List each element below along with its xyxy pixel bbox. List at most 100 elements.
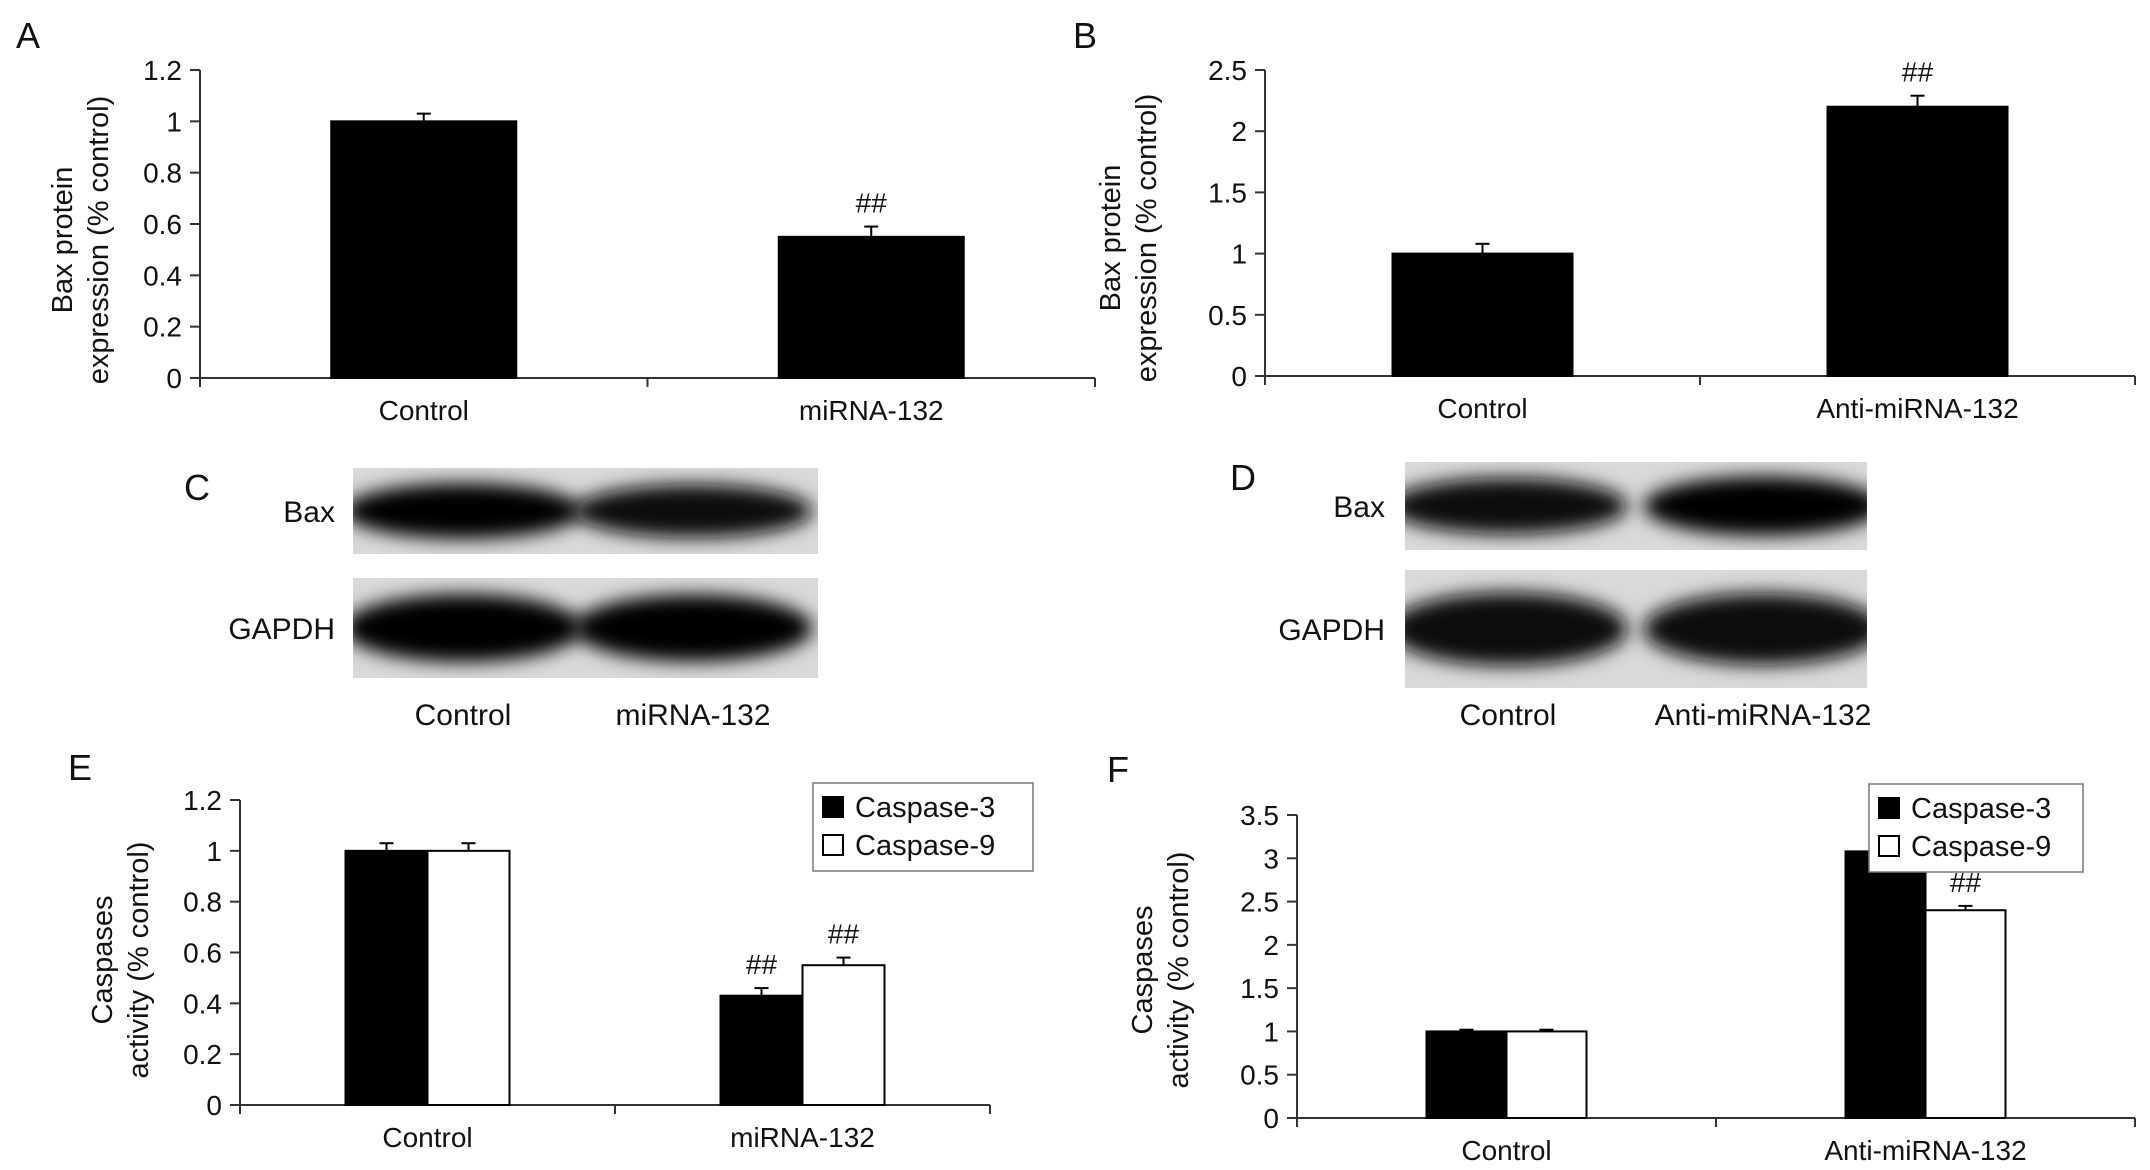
y-tick-label: 1: [1231, 239, 1247, 270]
chart-panel-f: F Caspases activity (% control) 0 0.5 1 1.5 2 2.…: [1107, 749, 2136, 1166]
bar: [1924, 909, 2007, 1119]
blot-panel-d: D Bax GAPDH Control Anti-miRNA-132: [1230, 457, 1872, 732]
panel-letter: F: [1107, 749, 1129, 790]
blot-row-label: GAPDH: [1278, 614, 1385, 647]
panel-letter: B: [1073, 15, 1097, 56]
blot-band: [1405, 477, 1628, 535]
y-tick-label: 0.6: [143, 209, 182, 240]
legend-label: Caspase-9: [855, 830, 995, 862]
y-tick-label: 0.5: [1208, 300, 1247, 331]
legend-swatch: [822, 796, 844, 818]
bar: [719, 994, 804, 1106]
y-tick-label: 3: [1263, 843, 1279, 874]
chart-panel-e: E Caspases activity (% control) 0 0.2 0.4 0.6 0…: [68, 747, 1034, 1153]
blot-band: [353, 483, 583, 539]
significance-mark: ##: [856, 188, 888, 219]
bar: [801, 964, 886, 1106]
y-tick-label: 2.5: [1208, 55, 1247, 86]
x-tick-label: Anti-miRNA-132: [1824, 1135, 2026, 1166]
legend-swatch: [1878, 835, 1900, 857]
blot-lane-label: Control: [1460, 699, 1557, 732]
x-tick-label: Control: [379, 395, 469, 426]
blot-strip: Bax: [1333, 462, 1867, 550]
blot-row-label: Bax: [283, 496, 335, 529]
significance-mark: ##: [828, 919, 860, 950]
panel-letter: E: [68, 747, 92, 788]
y-tick-label: 3.5: [1240, 800, 1279, 831]
bar: [1844, 850, 1927, 1119]
y-tick-label: 1.5: [1240, 973, 1279, 1004]
bar: [344, 849, 429, 1106]
bar: [1826, 105, 2009, 377]
chart-panel-a: A Bax protein expression (% control) 0 0.2 0.…: [16, 15, 1096, 426]
chart-panel-b: B Bax protein expression (% control) 0 0.5 1 1…: [1073, 15, 2136, 424]
y-tick-label: 2.5: [1240, 887, 1279, 918]
blot-band: [1643, 476, 1867, 536]
y-axis-title: Caspases: [87, 896, 119, 1025]
blot-bands: [353, 483, 813, 539]
blot-band: [1405, 592, 1628, 666]
y-tick-label: 1.5: [1208, 177, 1247, 208]
legend-box: [1868, 783, 2084, 873]
y-axis-title: expression (% control): [83, 96, 115, 385]
y-tick-label: 0.5: [1240, 1060, 1279, 1091]
y-tick-label: 0.2: [143, 312, 182, 343]
legend-box: [812, 782, 1034, 872]
bar: [1391, 252, 1574, 378]
legend-label: Caspase-9: [1911, 831, 2051, 863]
y-tick-label: 1: [206, 836, 222, 867]
blot-lane-label: Control: [415, 699, 512, 732]
x-tick-label: Anti-miRNA-132: [1816, 393, 2018, 424]
y-axis-title: Caspases: [1127, 906, 1159, 1035]
y-tick-label: 1: [166, 106, 182, 137]
y-axis-title: Bax protein: [47, 167, 79, 314]
y-tick-label: 2: [1231, 116, 1247, 147]
blot-strip: GAPDH: [228, 578, 818, 678]
x-tick-label: Control: [1437, 393, 1527, 424]
y-tick-label: 0.4: [143, 260, 182, 291]
y-axis-title: expression (% control): [1131, 94, 1163, 383]
y-tick-label: 0: [206, 1090, 222, 1121]
bar: [777, 235, 965, 379]
blot-band: [353, 594, 583, 662]
significance-mark: ##: [1902, 57, 1934, 88]
blot-strip: GAPDH: [1278, 570, 1867, 688]
blot-band: [573, 484, 813, 538]
legend: Caspase-3 Caspase-9: [1868, 783, 2084, 873]
panel-letter: A: [16, 15, 40, 56]
significance-mark: ##: [746, 949, 778, 980]
y-tick-label: 0.8: [183, 887, 222, 918]
y-tick-label: 1: [1263, 1016, 1279, 1047]
panel-letter: C: [184, 467, 210, 508]
y-tick-label: 0.2: [183, 1039, 222, 1070]
legend-label: Caspase-3: [1911, 793, 2051, 825]
y-tick-label: 0: [1263, 1103, 1279, 1134]
x-tick-label: miRNA-132: [730, 1122, 875, 1153]
blot-strip: Bax: [283, 468, 818, 554]
bar: [330, 120, 518, 379]
blot-bands: [1405, 476, 1867, 536]
legend: Caspase-3 Caspase-9: [812, 782, 1034, 872]
blot-row-label: GAPDH: [228, 613, 335, 646]
legend-swatch: [1878, 797, 1900, 819]
blot-band: [573, 594, 813, 662]
x-tick-label: Control: [382, 1122, 472, 1153]
blot-lane-label: miRNA-132: [615, 699, 770, 732]
blot-bands: [1405, 592, 1867, 666]
x-tick-label: Control: [1461, 1135, 1551, 1166]
bar: [1425, 1030, 1508, 1120]
blot-lane-label: Anti-miRNA-132: [1655, 699, 1872, 732]
legend-swatch: [822, 834, 844, 856]
y-tick-label: 1.2: [143, 55, 182, 86]
x-tick-label: miRNA-132: [799, 395, 944, 426]
bar: [426, 849, 511, 1106]
y-tick-label: 0: [166, 363, 182, 394]
y-axis-title: activity (% control): [123, 842, 155, 1079]
y-axis-title: activity (% control): [1163, 852, 1195, 1089]
blot-band: [1643, 593, 1867, 665]
y-tick-label: 0.6: [183, 938, 222, 969]
panel-letter: D: [1230, 457, 1256, 498]
y-tick-label: 0: [1231, 361, 1247, 392]
y-axis-title: Bax protein: [1095, 165, 1127, 312]
